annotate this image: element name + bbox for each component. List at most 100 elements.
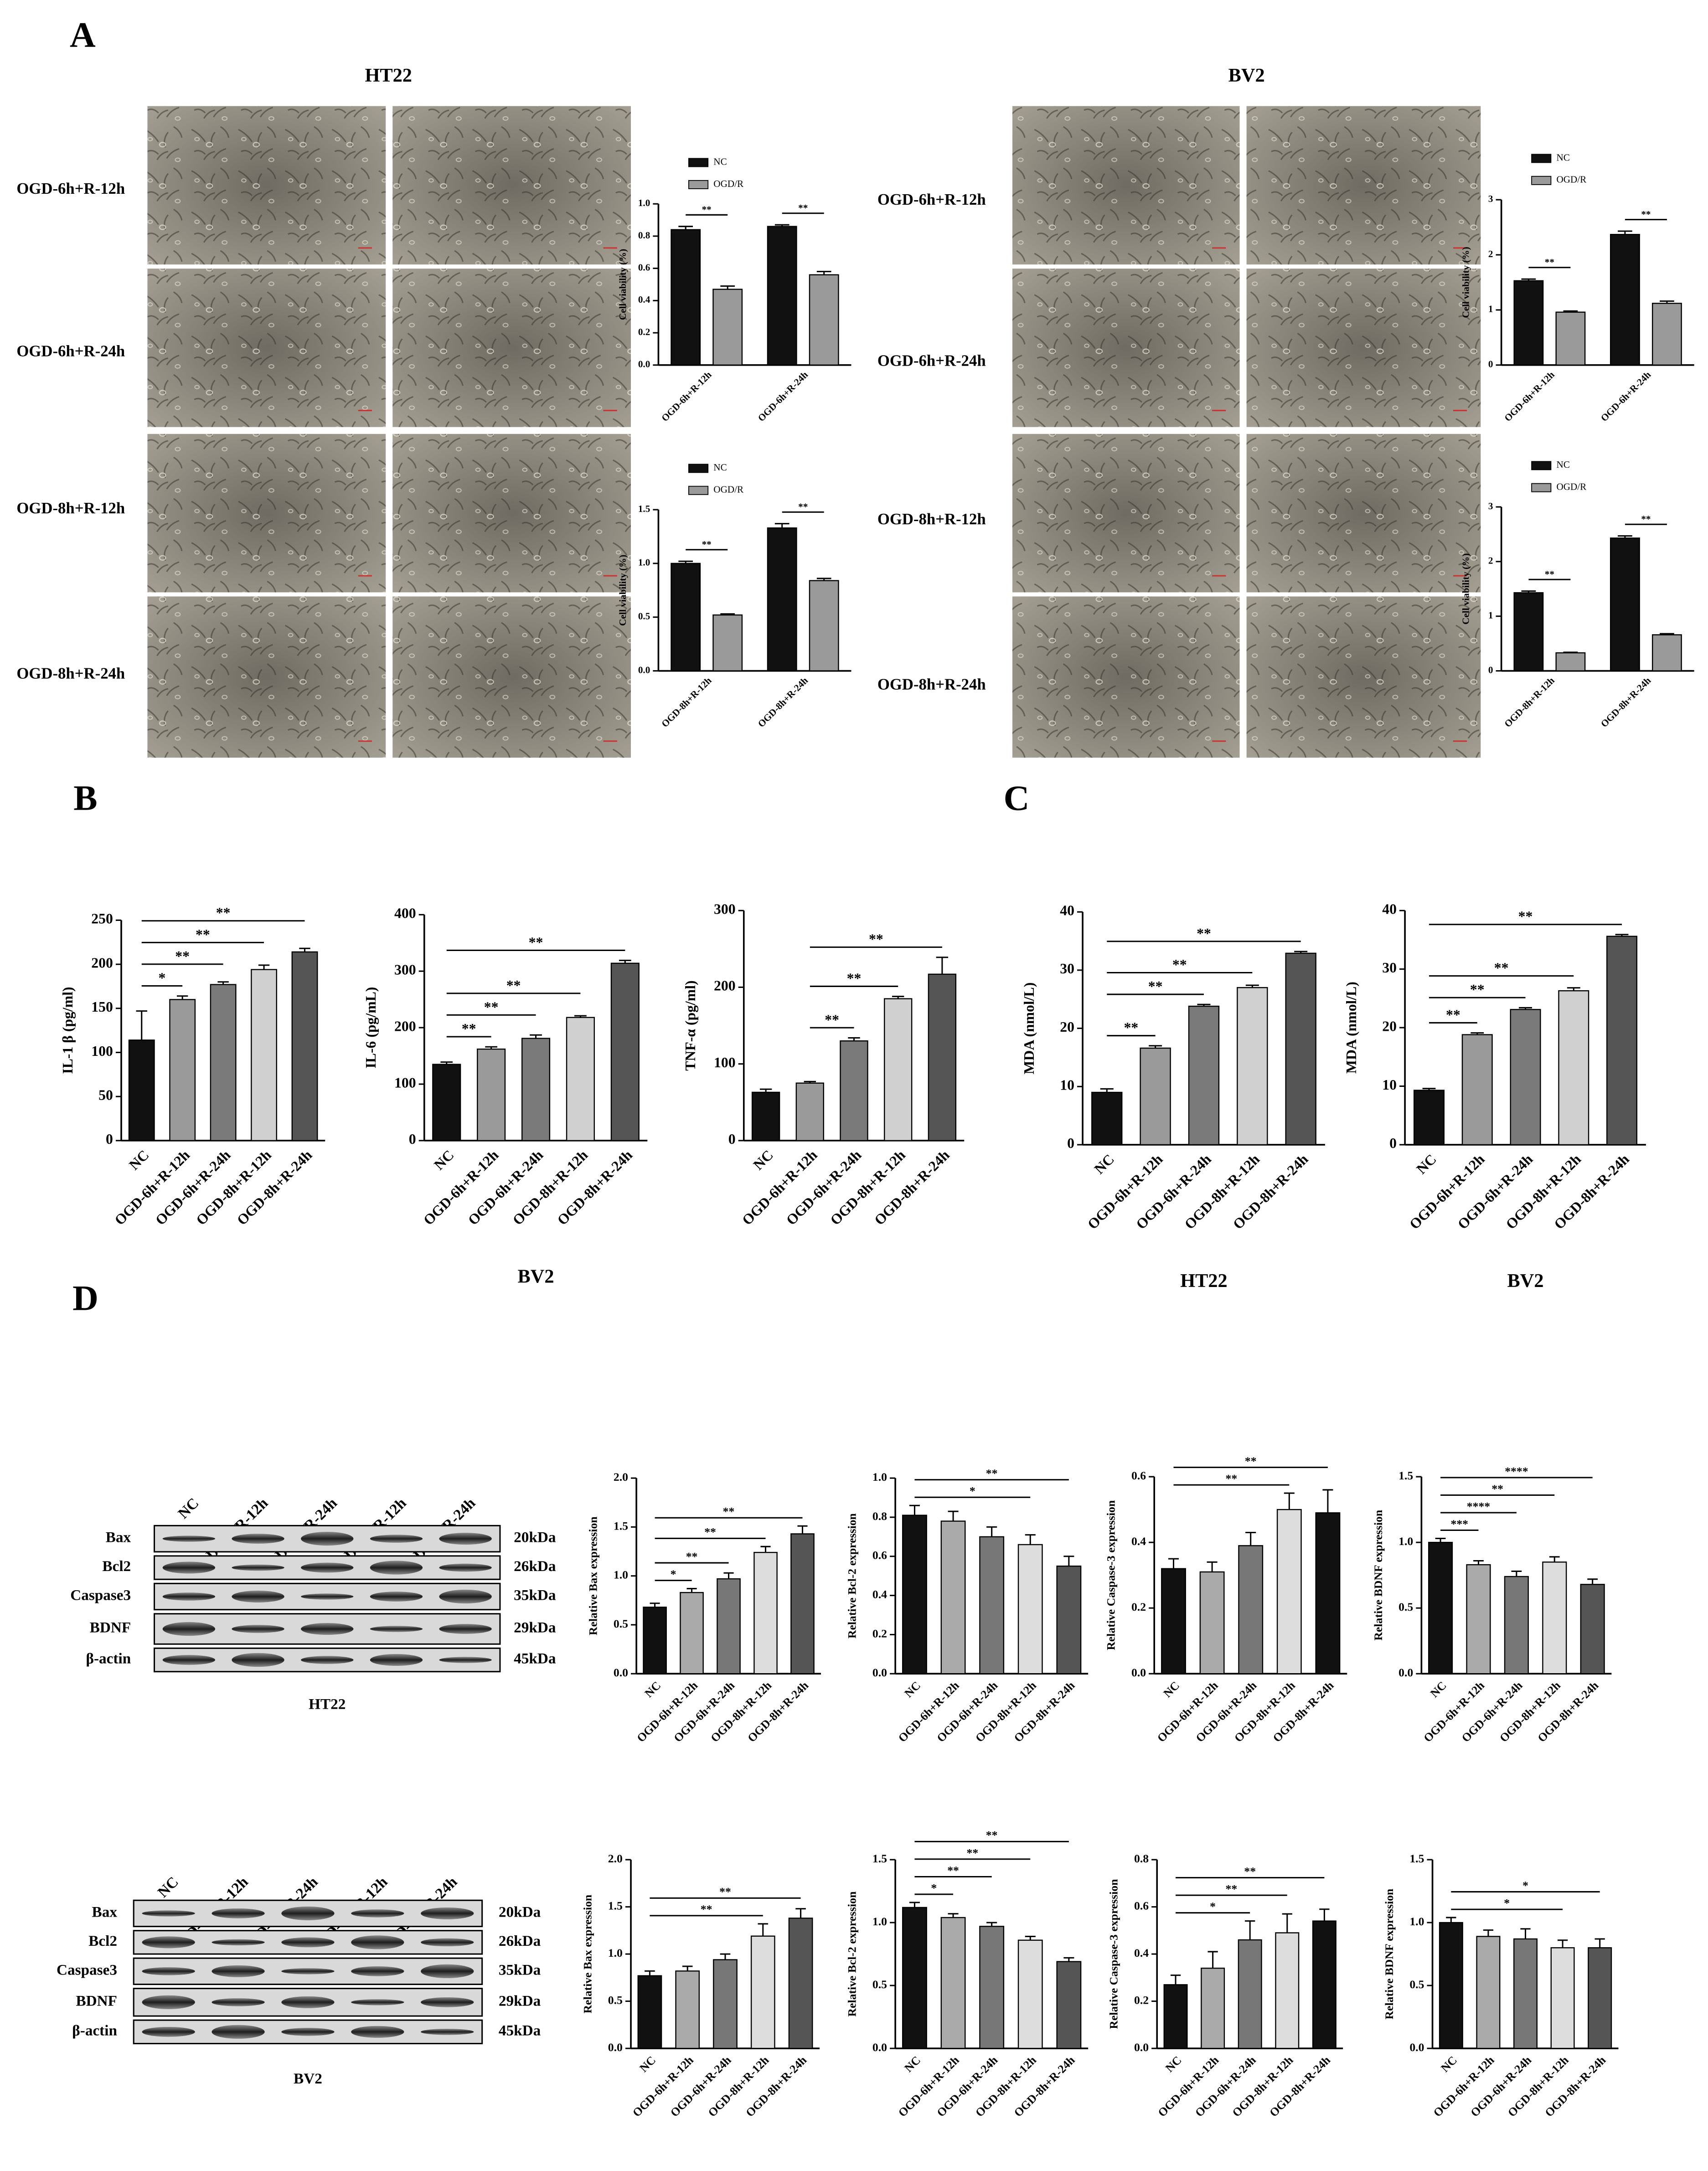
size-label: 29kDa: [514, 1619, 556, 1636]
bar: [979, 1536, 1005, 1675]
x-tick-label: OGD-6h+R-24h: [465, 1147, 547, 1229]
legend-swatch: [688, 180, 709, 189]
micrograph-cells: [1246, 434, 1481, 593]
blot-band: [212, 1998, 265, 2006]
bar: [1163, 1984, 1188, 2049]
bar: [1439, 1922, 1463, 2049]
legend-label: NC: [713, 156, 727, 167]
y-tick-label: 30: [1382, 960, 1397, 976]
significance-label: **: [967, 1846, 979, 1859]
blot-band: [421, 2029, 474, 2035]
size-label: 35kDa: [514, 1587, 556, 1604]
x-tick-label: NC: [1438, 2053, 1460, 2075]
x-tick-label: NC: [1161, 1679, 1182, 1700]
y-tick-label: 0: [1488, 664, 1493, 675]
bar: [902, 1515, 927, 1675]
blot-band: [212, 2025, 265, 2039]
y-tick-label: 1.0: [872, 1470, 887, 1484]
y-tick-label: 2.0: [614, 1470, 628, 1484]
bar: [1610, 234, 1640, 366]
x-tick-label: OGD-8h+R-24h: [234, 1147, 315, 1229]
blot-band: [142, 1967, 195, 1975]
panel-letter: C: [1004, 778, 1030, 818]
bar: [1056, 1566, 1082, 1675]
y-tick-label: 2: [1488, 248, 1493, 259]
bar: [751, 1091, 780, 1142]
y-tick-label: 0.2: [1131, 1600, 1146, 1613]
y-tick-label: 50: [98, 1087, 113, 1103]
bar: [884, 998, 913, 1142]
significance-label: *: [671, 1567, 676, 1581]
micrograph-cells: [392, 269, 631, 427]
y-tick-label: 1.0: [872, 1915, 887, 1928]
bar: [1588, 1947, 1612, 2049]
y-tick-label: 1.0: [638, 197, 650, 208]
y-tick-label: 0.8: [872, 1509, 887, 1523]
legend-label: NC: [1557, 152, 1570, 163]
y-axis-label: MDA (nmol/L): [1021, 982, 1037, 1075]
bar: [1461, 1034, 1493, 1146]
x-tick-label: NC: [1414, 1151, 1440, 1177]
bar: [680, 1592, 704, 1675]
blot-band: [281, 2028, 335, 2036]
x-tick-label: OGD-6h+R-24h: [152, 1147, 234, 1229]
bar: [1238, 1545, 1264, 1675]
significance-label: **: [1641, 513, 1651, 524]
x-axis-label: BV2: [1507, 1270, 1544, 1292]
y-axis-label: Relative BDNF expression: [1383, 1889, 1396, 2020]
significance-label: **: [216, 905, 231, 921]
bar: [767, 527, 797, 672]
protein-label: Caspase3: [70, 1587, 131, 1604]
bar: [1580, 1584, 1605, 1675]
protein-label: β-actin: [86, 1650, 131, 1667]
blot-band: [439, 1657, 492, 1663]
y-tick-label: 1.0: [608, 1946, 623, 1959]
bar: [1312, 1920, 1336, 2049]
significance-label: **: [702, 204, 712, 215]
blot-band: [232, 1653, 284, 1667]
blot-band: [301, 1562, 354, 1573]
significance-label: **: [986, 1829, 998, 1842]
bar: [1091, 1091, 1123, 1146]
significance-label: **: [1244, 1865, 1256, 1878]
micrograph-cells: [1012, 434, 1240, 593]
blot-band: [421, 1938, 474, 1947]
bar: [928, 973, 957, 1142]
bar: [1651, 303, 1682, 366]
blot-title: BV2: [294, 2070, 322, 2087]
significance-label: **: [1491, 1482, 1503, 1495]
x-tick-label: NC: [637, 2053, 658, 2075]
y-tick-label: 100: [394, 1075, 416, 1091]
blot-title: HT22: [309, 1695, 346, 1712]
bar: [1550, 1947, 1575, 2049]
significance-label: **: [529, 934, 543, 950]
x-tick-label: OGD-8h+R-24h: [554, 1147, 636, 1229]
bar: [809, 580, 839, 672]
y-tick-label: 0.6: [1131, 1469, 1146, 1482]
y-tick-label: 1.5: [638, 503, 650, 514]
y-tick-label: 0.0: [614, 1666, 628, 1679]
x-tick-label: OGD-6h+R-12h: [1502, 369, 1557, 424]
bar: [643, 1607, 667, 1675]
x-tick-label: OGD-8h+R-24h: [1599, 675, 1653, 729]
blot-band: [162, 1622, 216, 1636]
significance-label: **: [719, 1885, 731, 1898]
bar: [1510, 1009, 1541, 1146]
blot-band: [351, 1999, 404, 2006]
y-tick-label: 0.6: [872, 1549, 887, 1562]
x-tick-label: OGD-6h+R-12h: [659, 369, 714, 424]
protein-label: BDNF: [90, 1619, 131, 1636]
y-tick-label: 0.0: [872, 2041, 887, 2054]
significance-label: **: [947, 1864, 959, 1877]
y-tick-label: 400: [394, 905, 416, 921]
significance-label: ****: [1505, 1464, 1528, 1478]
y-axis-label: Relative Bax expression: [581, 1895, 594, 2014]
blot-band: [281, 1906, 335, 1921]
row-label: OGD-8h+R-12h: [877, 510, 986, 528]
row-label: OGD-8h+R-24h: [877, 676, 986, 693]
y-tick-label: 2: [1488, 555, 1493, 566]
blot-band: [142, 1936, 195, 1949]
significance-label: **: [702, 539, 712, 550]
y-axis-label: Cell viability (%): [617, 555, 628, 626]
y-tick-label: 0.0: [1131, 1666, 1146, 1679]
